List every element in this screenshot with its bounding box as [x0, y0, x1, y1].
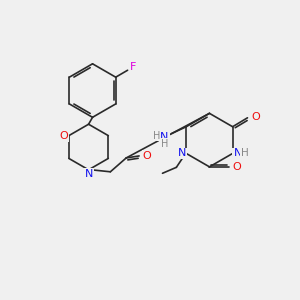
Text: H: H: [161, 139, 168, 148]
Text: O: O: [59, 130, 68, 141]
Text: O: O: [251, 112, 260, 122]
Text: N: N: [233, 148, 242, 158]
Text: N: N: [160, 132, 169, 142]
Text: O: O: [233, 162, 242, 172]
Text: N: N: [84, 169, 93, 179]
Text: F: F: [130, 62, 137, 72]
Text: H: H: [153, 130, 160, 141]
Text: N: N: [178, 148, 187, 158]
Text: H: H: [241, 148, 248, 158]
Text: O: O: [143, 151, 152, 161]
